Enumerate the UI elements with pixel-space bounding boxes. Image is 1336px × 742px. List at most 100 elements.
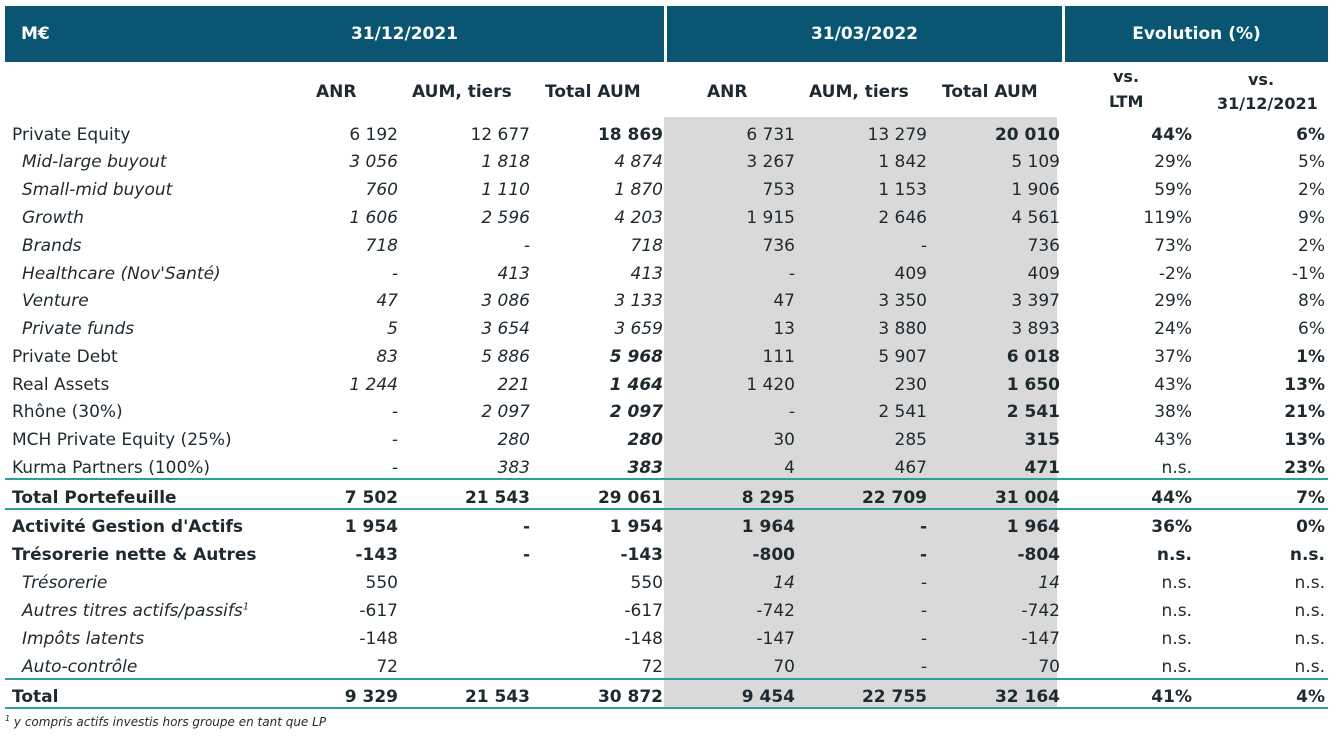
row-label: Impôts latents (22, 629, 144, 649)
table-cell: -148 (624, 629, 663, 649)
table-cell: - (919, 545, 927, 565)
portfolio-table: M€ 31/12/2021 31/03/2022 Evolution (%) (5, 6, 1328, 62)
table-cell: 36% (1151, 517, 1192, 537)
table-cell: 2 097 (481, 402, 530, 422)
row-label: Private funds (22, 319, 134, 339)
table-row: Mid-large buyout 3 056 1 818 4 874 3 267 1 84… (5, 148, 1328, 175)
row-label: Small-mid buyout (22, 180, 172, 200)
table-cell: -143 (355, 545, 398, 565)
table-cell: n.s. (1161, 601, 1192, 621)
table-cell: 285 (894, 430, 927, 450)
table-cell: 8% (1298, 291, 1325, 311)
table-cell: 6 731 (746, 125, 795, 145)
row-label: Total (12, 687, 58, 707)
table-cell: 3 880 (878, 319, 927, 339)
table-cell: 736 (1027, 236, 1060, 256)
row-label: Mid-large buyout (22, 152, 167, 172)
table-cell: 70 (773, 657, 795, 677)
table-cell: 383 (627, 458, 664, 478)
table-cell: 230 (894, 375, 927, 395)
table-cell: 1 842 (878, 152, 927, 172)
table-cell: 59% (1154, 180, 1192, 200)
period2-highlight (664, 117, 1057, 707)
row-label: Rhône (30%) (12, 402, 123, 422)
col-aum-tiers-1: AUM, tiers (412, 82, 512, 102)
table-cell: 21 543 (464, 687, 530, 707)
table-cell: n.s. (1161, 573, 1192, 593)
table-cell: 2% (1298, 236, 1325, 256)
row-label-text: Private Equity (12, 125, 131, 145)
table-row: Total Portefeuille 7 502 21 543 29 061 8 295… (5, 484, 1328, 511)
table-cell: 5 (387, 319, 398, 339)
table-cell: 13% (1284, 375, 1325, 395)
table-cell: n.s. (1294, 629, 1325, 649)
table-cell: 5 907 (878, 347, 927, 367)
col-vs-dec-line1: vs. (1248, 70, 1275, 89)
row-label-text: Total (12, 687, 59, 707)
row-label: Growth (22, 208, 84, 228)
table-cell: 9 454 (741, 687, 795, 707)
row-label-text: Growth (22, 208, 84, 228)
table-cell: - (522, 545, 530, 565)
table-cell: 32 164 (994, 687, 1060, 707)
row-label-text: Activité Gestion d'Actifs (12, 517, 244, 537)
table-row: Growth 1 606 2 596 4 203 1 915 2 646 4 561 119%… (5, 204, 1328, 231)
table-cell: 1 915 (746, 208, 795, 228)
table-cell: 4 874 (614, 152, 663, 172)
col-aum-tiers-2: AUM, tiers (809, 82, 909, 102)
table-cell: 70 (1038, 657, 1060, 677)
table-cell: n.s. (1161, 657, 1192, 677)
table-cell: 29% (1154, 152, 1192, 172)
table-cell: 280 (627, 430, 664, 450)
footnote: 1 y compris actifs investis hors groupe … (5, 714, 326, 729)
table-cell: 8 295 (741, 488, 795, 508)
table-cell: n.s. (1289, 545, 1325, 565)
table-cell: 4 561 (1011, 208, 1060, 228)
table-row: Small-mid buyout 760 1 110 1 870 753 1 153 1 9… (5, 176, 1328, 203)
table-cell: 6% (1298, 319, 1325, 339)
table-rule (5, 707, 1328, 709)
row-label: Autres titres actifs/passifs1 (22, 601, 249, 621)
row-label-text: Trésorerie (22, 573, 108, 593)
table-row: Private funds 5 3 654 3 659 13 3 880 3 893 24% 6… (5, 315, 1328, 342)
table-cell: 43% (1154, 430, 1192, 450)
table-cell: -617 (624, 601, 663, 621)
row-label-text: Total Portefeuille (12, 488, 177, 508)
table-cell: 1 464 (609, 375, 663, 395)
table-cell: 1 954 (609, 517, 663, 537)
unit-header: M€ (5, 6, 305, 62)
row-label: Activité Gestion d'Actifs (12, 517, 243, 537)
table-rule (5, 478, 1328, 480)
row-label-text: Auto-contrôle (22, 657, 138, 677)
table-cell: 12 677 (470, 125, 530, 145)
table-cell: 13 279 (867, 125, 927, 145)
table-cell: 2% (1298, 180, 1325, 200)
table-cell: -742 (756, 601, 795, 621)
table-row: Private Equity 6 192 12 677 18 869 6 731 13 2… (5, 121, 1328, 148)
table-cell: -147 (756, 629, 795, 649)
table-cell: 2 596 (481, 208, 530, 228)
row-label: MCH Private Equity (25%) (12, 430, 232, 450)
table-row: Real Assets 1 244 221 1 464 1 420 230 1 650 43%… (5, 371, 1328, 398)
table-cell: - (391, 458, 398, 478)
table-cell: 3 654 (481, 319, 530, 339)
table-cell: -143 (620, 545, 663, 565)
table-cell: 111 (762, 347, 795, 367)
table-cell: 1 420 (746, 375, 795, 395)
row-label-text: Venture (22, 291, 89, 311)
table-cell: 4 203 (614, 208, 663, 228)
table-row: Impôts latents -148 -148 -147 - -147 n.s. n.s. (5, 625, 1328, 652)
row-label: Trésorerie (22, 573, 107, 593)
table-cell: n.s. (1161, 458, 1192, 478)
table-cell: 760 (365, 180, 398, 200)
table-cell: 1 153 (878, 180, 927, 200)
period2-header: 31/03/2022 (664, 6, 1062, 62)
row-label: Real Assets (12, 375, 109, 395)
table-cell: 3 397 (1011, 291, 1060, 311)
table-cell: - (920, 657, 927, 677)
table-cell: 29 061 (597, 488, 663, 508)
row-label: Healthcare (Nov'Santé) (22, 264, 221, 284)
table-cell: 2 541 (1006, 402, 1060, 422)
table-cell: 280 (497, 430, 530, 450)
row-label-text: Real Assets (12, 375, 110, 395)
